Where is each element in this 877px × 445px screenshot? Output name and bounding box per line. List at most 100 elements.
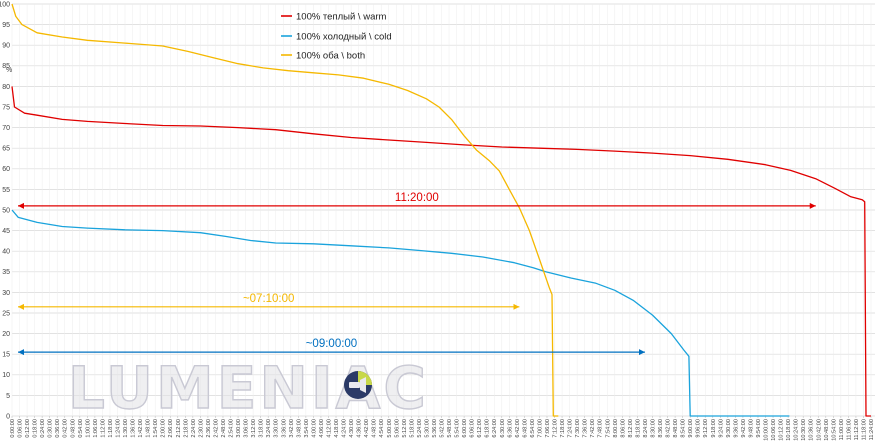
y-tick-label-60: 60 <box>2 166 10 173</box>
x-tick-label: 5:42:00 <box>440 419 446 438</box>
x-tick-label: 8:54:00 <box>681 419 687 438</box>
x-tick-label: 2:42:00 <box>213 419 219 438</box>
series-lines <box>11 3 871 417</box>
watermark-logo-text: LUMENIAC <box>68 354 429 422</box>
x-tick-label: 7:18:00 <box>560 419 566 438</box>
x-tick-label: 6:12:00 <box>477 419 483 438</box>
x-tick-label: 11:06:00 <box>846 419 852 440</box>
y-tick-label-85: 85 <box>2 63 10 70</box>
x-tick-label: 10:18:00 <box>786 419 792 441</box>
x-tick-label: 5:48:00 <box>447 419 453 438</box>
x-tick-label: 3:30:00 <box>274 419 280 438</box>
x-tick-label: 5:00:00 <box>387 419 393 438</box>
y-tick-label-100: 100 <box>0 1 10 8</box>
x-tick-label: 2:54:00 <box>229 419 235 438</box>
x-tick-label: 7:12:00 <box>553 419 559 438</box>
x-tick-label: 11:12:00 <box>854 419 860 440</box>
x-tick-label: 10:54:00 <box>831 419 837 441</box>
x-tick-label: 0:30:00 <box>48 419 54 438</box>
x-tick-label: 2:12:00 <box>176 419 182 438</box>
y-tick-label-20: 20 <box>2 331 10 338</box>
x-tick-label: 0:12:00 <box>25 419 31 438</box>
y-tick-label-10: 10 <box>2 372 10 379</box>
y-tick-label-15: 15 <box>2 352 10 359</box>
x-tick-label: 10:00:00 <box>764 419 770 441</box>
x-tick-label: 5:12:00 <box>402 419 408 438</box>
x-tick-label: 1:06:00 <box>93 419 99 438</box>
x-tick-label: 6:00:00 <box>462 419 468 438</box>
x-tick-label: 10:24:00 <box>794 419 800 441</box>
x-tick-label: 10:06:00 <box>771 419 777 441</box>
x-tick-label: 9:18:00 <box>711 419 717 438</box>
series-line-cold <box>11 209 790 417</box>
y-tick-label-35: 35 <box>2 269 10 276</box>
duration-label-both: ~07:10:00 <box>243 293 294 305</box>
x-tick-label: 7:06:00 <box>545 419 551 438</box>
x-tick-label: 6:24:00 <box>492 419 498 438</box>
y-tick-label-80: 80 <box>2 84 10 91</box>
duration-annotations: 11:20:00 ~07:10:00 ~09:00:00 <box>18 192 816 356</box>
x-tick-label: 9:36:00 <box>733 419 739 438</box>
y-tick-label-75: 75 <box>2 104 10 111</box>
x-tick-label: 4:36:00 <box>357 419 363 438</box>
x-tick-label: 1:42:00 <box>138 419 144 438</box>
x-tick-label: 2:36:00 <box>206 419 212 438</box>
y-tick-label-70: 70 <box>2 125 10 132</box>
duration-label-cold: ~09:00:00 <box>306 338 357 350</box>
x-tick-label: 1:54:00 <box>153 419 159 438</box>
x-tick-label: 2:24:00 <box>191 419 197 438</box>
x-tick-label: 8:12:00 <box>628 419 634 438</box>
x-tick-label: 3:24:00 <box>266 419 272 438</box>
legend-label-warm: 100% теплый \ warm <box>296 12 387 23</box>
duration-label-warm: 11:20:00 <box>395 192 439 204</box>
x-tick-label: 1:12:00 <box>100 419 106 438</box>
x-tick-label: 9:54:00 <box>756 419 762 438</box>
x-tick-label: 7:36:00 <box>583 419 589 438</box>
x-tick-label: 7:42:00 <box>590 419 596 438</box>
x-tick-label: 1:30:00 <box>123 419 129 438</box>
legend-item-cold: 100% холодный \ cold <box>281 32 392 43</box>
x-tick-label: 9:12:00 <box>703 419 709 438</box>
x-tick-label: 11:18:00 <box>861 419 867 440</box>
x-tick-label: 3:18:00 <box>259 419 265 438</box>
x-tick-label: 4:00:00 <box>311 419 317 438</box>
x-tick-label: 5:36:00 <box>432 419 438 438</box>
x-tick-label: 8:30:00 <box>650 419 656 438</box>
x-tick-label: 2:06:00 <box>168 419 174 438</box>
legend-item-warm: 100% теплый \ warm <box>281 12 387 23</box>
x-tick-label: 3:12:00 <box>251 419 257 438</box>
y-tick-label-25: 25 <box>2 310 10 317</box>
x-axis: 0:00:00 0:06:00 0:12:00 0:18:00 0:24:00 0:30:… <box>10 416 875 441</box>
x-tick-label: 3:54:00 <box>304 419 310 438</box>
x-tick-label: 10:12:00 <box>779 419 785 441</box>
x-tick-label: 8:48:00 <box>673 419 679 438</box>
x-tick-label: 9:30:00 <box>726 419 732 438</box>
y-tick-label-5: 5 <box>6 393 10 400</box>
x-tick-label: 7:54:00 <box>605 419 611 438</box>
x-tick-label: 2:18:00 <box>183 419 189 438</box>
x-tick-label: 5:54:00 <box>455 419 461 438</box>
x-tick-label: 6:06:00 <box>470 419 476 438</box>
x-tick-label: 11:00:00 <box>839 419 845 440</box>
flashlight-logo-icon <box>344 371 372 399</box>
x-tick-label: 0:54:00 <box>78 419 84 438</box>
x-tick-label: 6:54:00 <box>530 419 536 438</box>
x-tick-label: 0:24:00 <box>40 419 46 438</box>
x-tick-label: 10:30:00 <box>801 419 807 441</box>
x-tick-label: 11:24:00 <box>869 419 875 440</box>
legend-label-cold: 100% холодный \ cold <box>296 32 392 43</box>
x-tick-label: 5:18:00 <box>409 419 415 438</box>
x-tick-label: 7:00:00 <box>537 419 543 438</box>
x-tick-label: 4:30:00 <box>349 419 355 438</box>
legend-item-both: 100% оба \ both <box>281 51 365 62</box>
x-tick-label: 4:24:00 <box>342 419 348 438</box>
x-tick-label: 1:24:00 <box>115 419 121 438</box>
x-tick-label: 6:18:00 <box>485 419 491 438</box>
legend-label-both: 100% оба \ both <box>296 51 365 62</box>
x-tick-label: 0:48:00 <box>70 419 76 438</box>
y-tick-label-90: 90 <box>2 43 10 50</box>
x-tick-label: 1:48:00 <box>146 419 152 438</box>
x-tick-label: 4:48:00 <box>372 419 378 438</box>
x-tick-label: 10:48:00 <box>824 419 830 441</box>
